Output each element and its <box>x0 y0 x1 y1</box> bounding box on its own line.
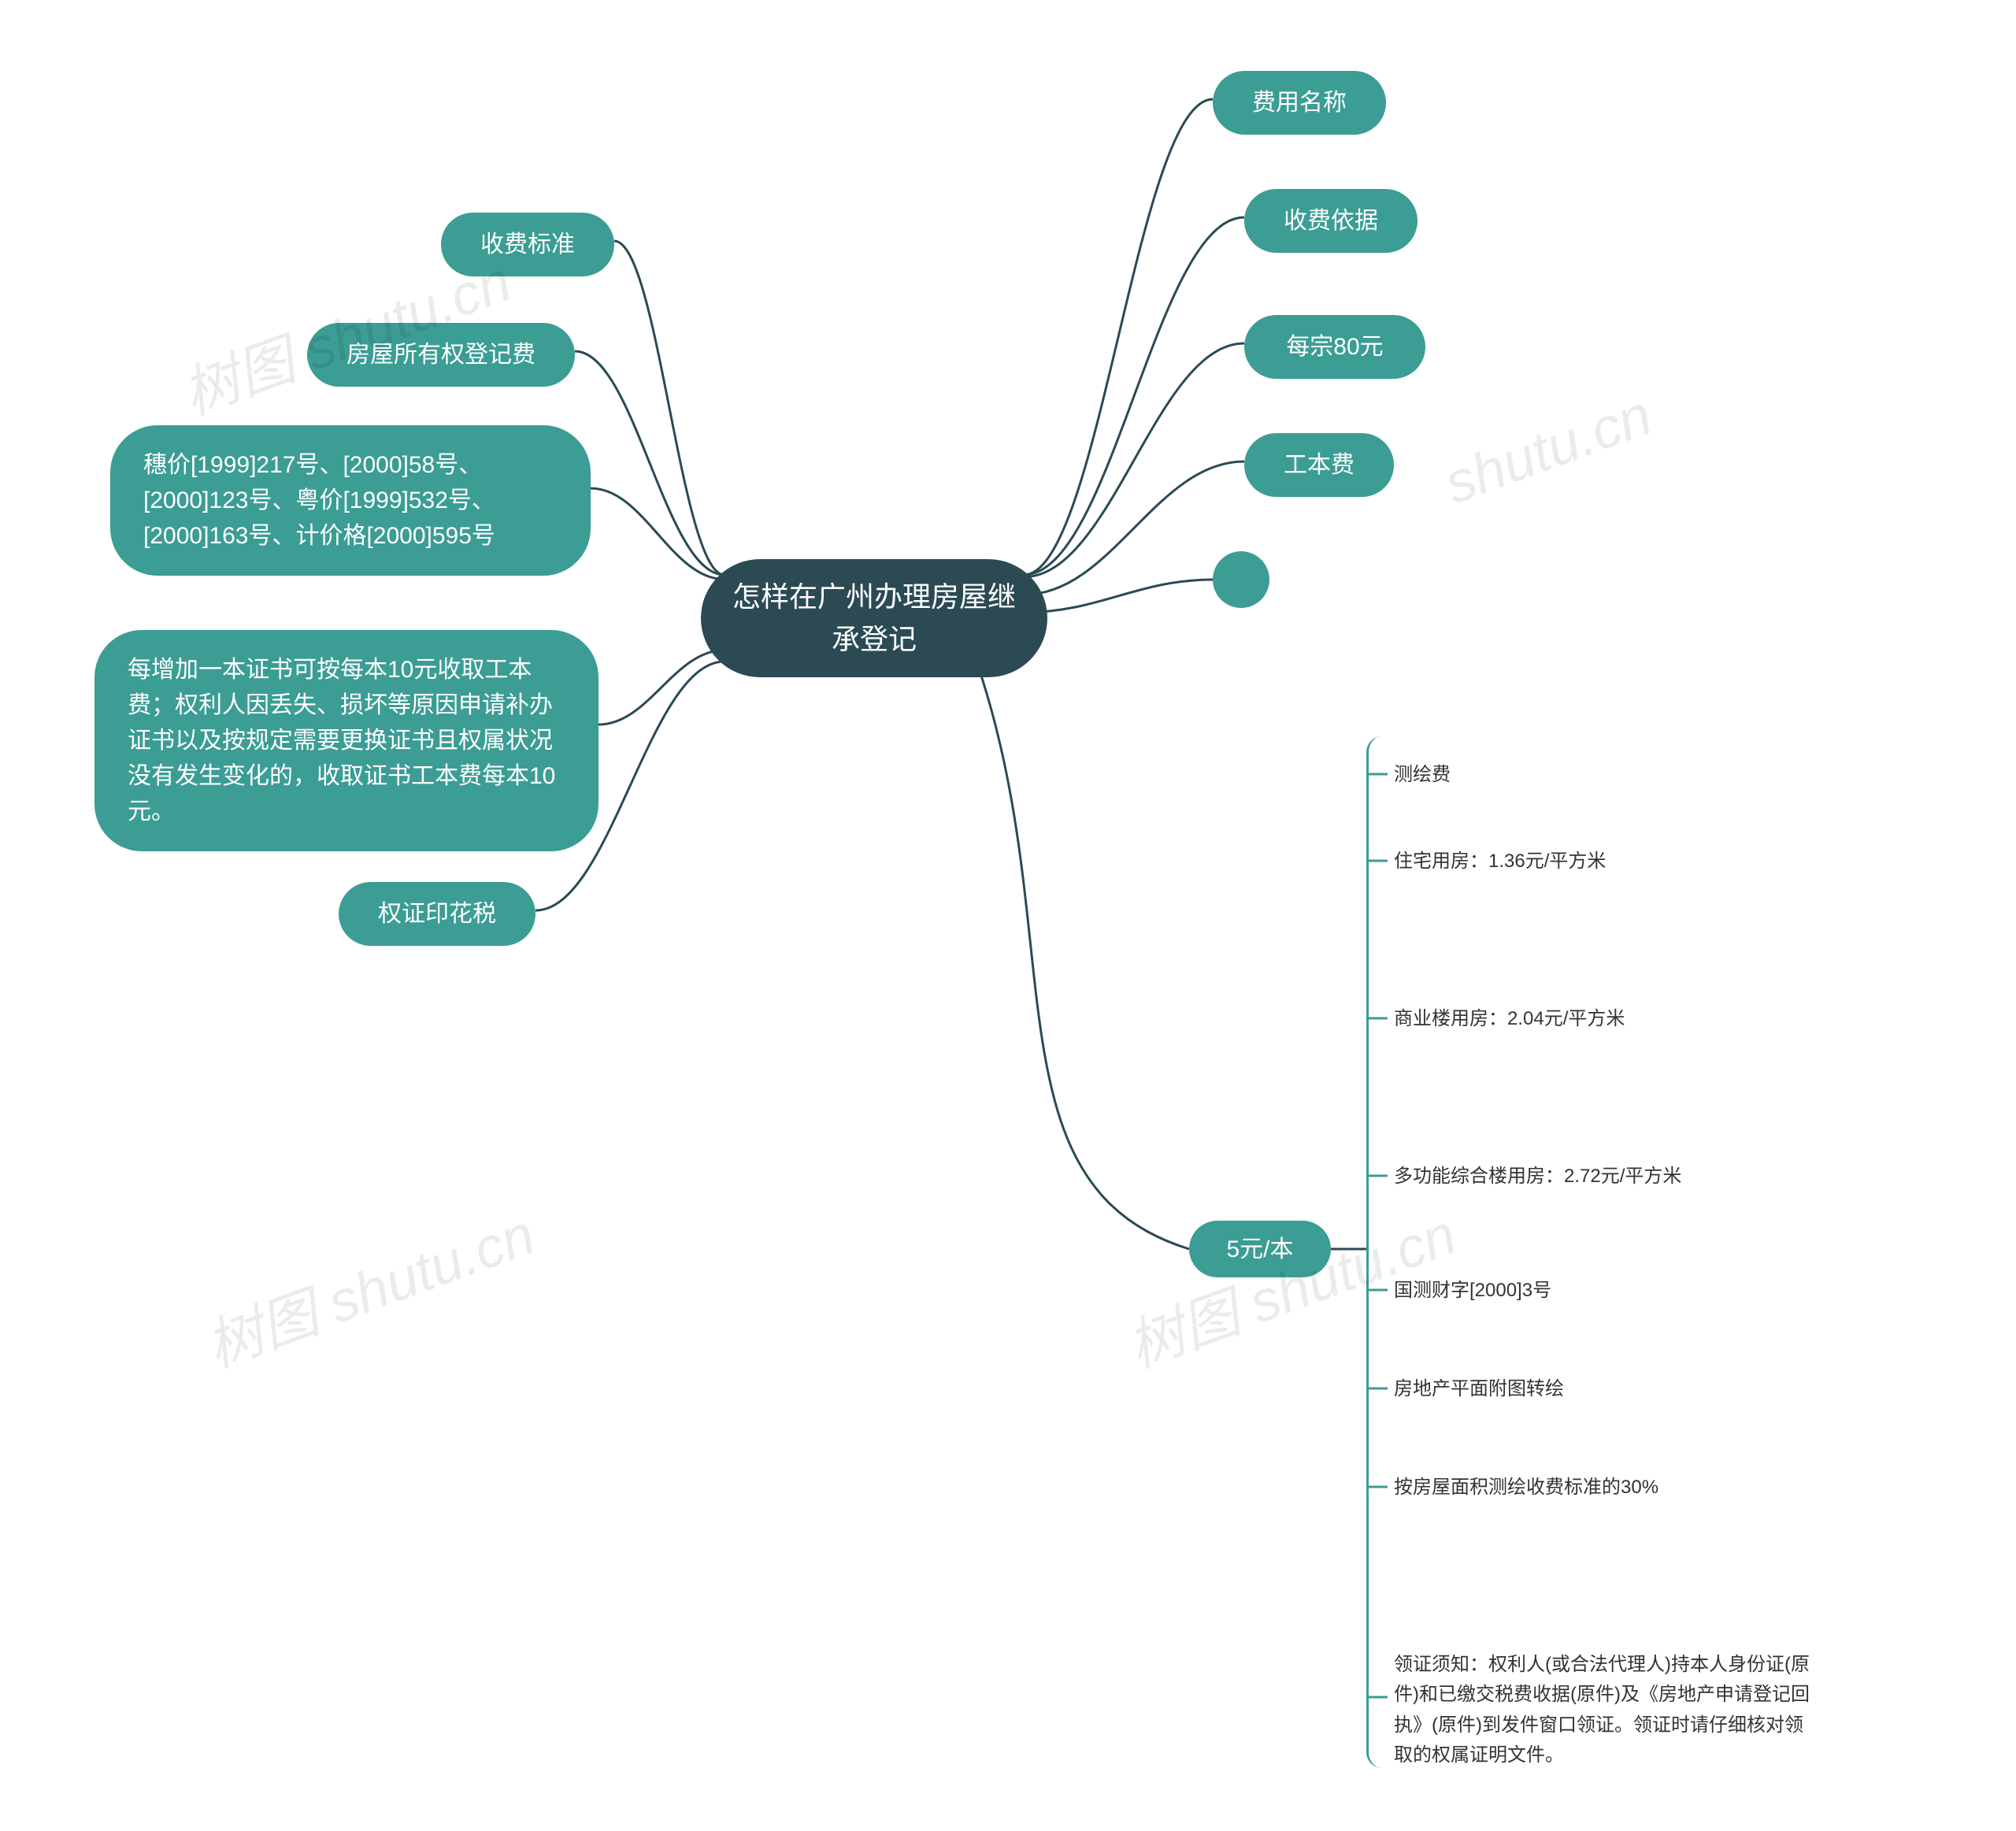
watermark-1: shutu.cn <box>1436 383 1660 517</box>
right-node-3[interactable]: 工本费 <box>1244 433 1394 497</box>
node-five-yuan-label: 5元/本 <box>1226 1232 1293 1267</box>
leaf-6: 按房屋面积测绘收费标准的30% <box>1394 1473 1658 1503</box>
left-node-3[interactable]: 每增加一本证书可按每本10元收取工本费；权利人因丢失、损坏等原因申请补办证书以及… <box>94 630 598 851</box>
right-node-0-label: 费用名称 <box>1252 85 1347 120</box>
right-node-2[interactable]: 每宗80元 <box>1244 315 1425 379</box>
left-node-2[interactable]: 穗价[1999]217号、[2000]58号、[2000]123号、粤价[199… <box>110 425 591 576</box>
right-node-1-label: 收费依据 <box>1284 203 1378 239</box>
node-five-yuan[interactable]: 5元/本 <box>1189 1221 1331 1277</box>
right-node-3-label: 工本费 <box>1284 447 1354 483</box>
left-node-4[interactable]: 权证印花税 <box>339 882 536 946</box>
right-node-0[interactable]: 费用名称 <box>1213 71 1386 135</box>
left-node-2-label: 穗价[1999]217号、[2000]58号、[2000]123号、粤价[199… <box>143 447 558 554</box>
leaf-bracket <box>1366 736 1384 1768</box>
root-label: 怎样在广州办理房屋继承登记 <box>732 576 1016 661</box>
root-node[interactable]: 怎样在广州办理房屋继承登记 <box>701 559 1047 677</box>
left-node-1[interactable]: 房屋所有权登记费 <box>307 323 575 387</box>
leaf-5: 房地产平面附图转绘 <box>1394 1374 1564 1404</box>
leaf-2: 商业楼用房：2.04元/平方米 <box>1394 1004 1625 1034</box>
leaf-0: 测绘费 <box>1394 760 1451 790</box>
left-node-0-label: 收费标准 <box>480 227 575 262</box>
leaf-7: 领证须知：权利人(或合法代理人)持本人身份证(原件)和已缴交税费收据(原件)及《… <box>1394 1650 1811 1771</box>
left-node-1-label: 房屋所有权登记费 <box>346 337 536 373</box>
right-node-1[interactable]: 收费依据 <box>1244 189 1418 253</box>
right-node-2-label: 每宗80元 <box>1286 329 1383 365</box>
leaf-4: 国测财字[2000]3号 <box>1394 1276 1551 1306</box>
left-node-4-label: 权证印花税 <box>378 896 496 932</box>
watermark-2: 树图 shutu.cn <box>193 1188 544 1384</box>
leaf-1: 住宅用房：1.36元/平方米 <box>1394 847 1606 877</box>
edge-layer <box>0 0 2016 1831</box>
right-node-4[interactable] <box>1213 551 1269 608</box>
leaf-3: 多功能综合楼用房：2.72元/平方米 <box>1394 1162 1681 1192</box>
left-node-0[interactable]: 收费标准 <box>441 213 614 276</box>
left-node-3-label: 每增加一本证书可按每本10元收取工本费；权利人因丢失、损坏等原因申请补办证书以及… <box>128 652 565 829</box>
